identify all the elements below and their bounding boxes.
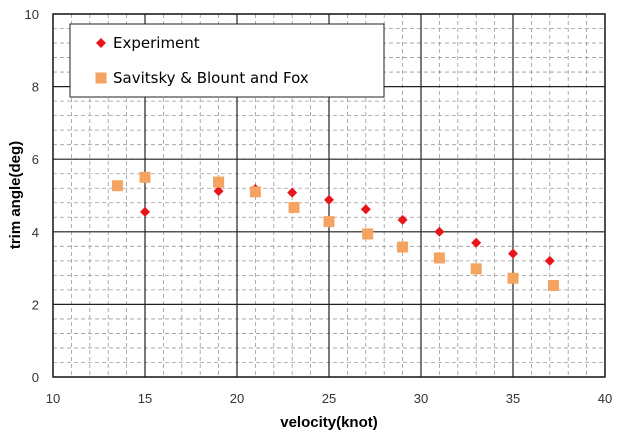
savitsky-point xyxy=(213,176,225,188)
x-tick-label: 15 xyxy=(138,391,152,406)
savitsky-point xyxy=(507,272,519,284)
x-axis-title: velocity(knot) xyxy=(280,414,378,431)
y-tick-label: 4 xyxy=(32,225,39,240)
legend-markers xyxy=(95,38,107,84)
experiment-point xyxy=(471,237,482,248)
experiment-point xyxy=(287,187,298,198)
y-tick-label: 2 xyxy=(32,297,39,312)
savitsky-point xyxy=(433,252,445,264)
legend-box xyxy=(69,23,385,98)
savitsky-point xyxy=(470,263,482,275)
x-tick-label: 35 xyxy=(506,391,520,406)
savitsky-point xyxy=(547,280,559,292)
experiment-point xyxy=(544,255,555,266)
y-tick-label: 0 xyxy=(32,370,39,385)
y-tick-label: 8 xyxy=(32,80,39,95)
y-axis-title: trim angle(deg) xyxy=(7,141,24,249)
savitsky-point xyxy=(288,201,300,213)
savitsky-point xyxy=(323,216,335,228)
savitsky-point xyxy=(249,186,261,198)
experiment-point xyxy=(324,194,334,205)
savitsky-point xyxy=(362,228,374,240)
savitsky-point xyxy=(397,241,409,253)
legend-label-savitsky: Savitsky & Blount and Fox xyxy=(113,69,309,87)
experiment-point xyxy=(508,248,518,259)
x-axis-tick-labels: 10 15 20 25 30 35 40 xyxy=(46,391,612,406)
experiment-point xyxy=(140,206,150,217)
y-tick-label: 10 xyxy=(25,7,39,22)
y-tick-label: 6 xyxy=(32,152,39,167)
x-tick-label: 30 xyxy=(414,391,428,406)
data-points xyxy=(111,171,559,292)
experiment-point xyxy=(360,204,371,215)
legend: Experiment Savitsky & Blount and Fox xyxy=(69,23,385,98)
legend-marker-experiment xyxy=(96,38,106,48)
experiment-point xyxy=(213,186,224,197)
x-tick-label: 40 xyxy=(598,391,612,406)
experiment-point xyxy=(397,214,408,225)
legend-label-experiment: Experiment xyxy=(113,34,200,52)
experiment-point xyxy=(434,226,445,237)
x-tick-label: 25 xyxy=(322,391,336,406)
legend-marker-savitsky xyxy=(95,72,107,84)
plot-area-border xyxy=(52,13,606,378)
x-tick-label: 20 xyxy=(230,391,244,406)
savitsky-point xyxy=(111,180,123,192)
y-axis-tick-labels: 0 2 4 6 8 10 xyxy=(25,7,39,385)
savitsky-point xyxy=(139,171,151,183)
x-tick-label: 10 xyxy=(46,391,60,406)
